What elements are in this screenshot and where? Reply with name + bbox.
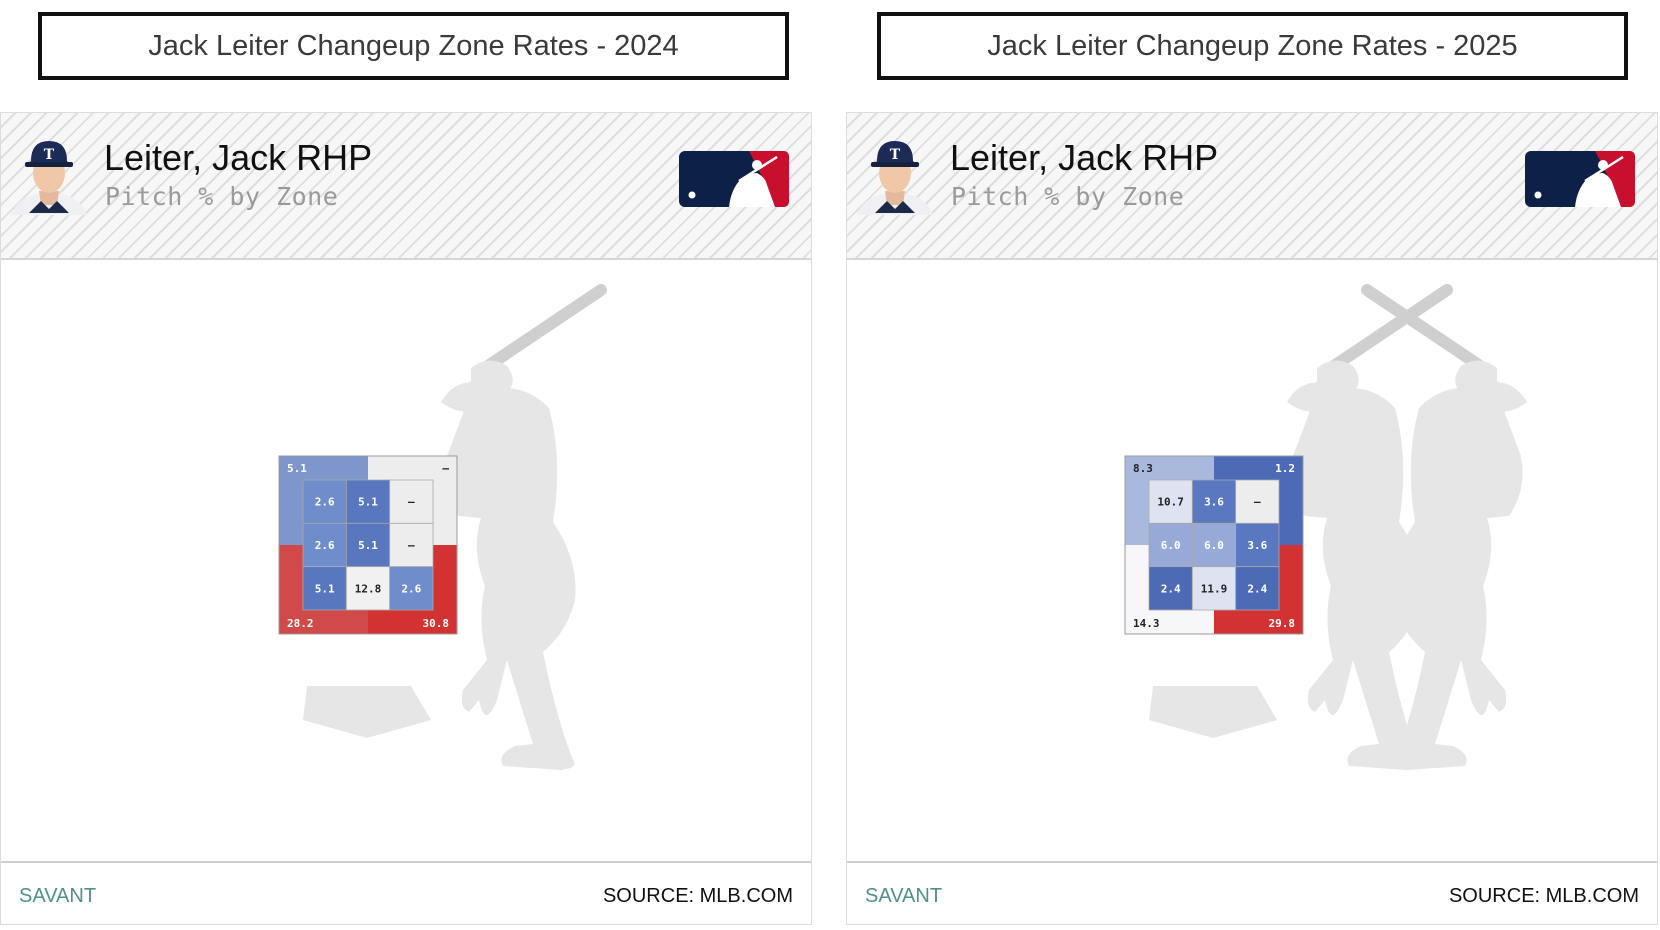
source-label: SOURCE: MLB.COM bbox=[1448, 885, 1639, 907]
zone-chart-2024: 5.1 — 28.2 30.8 2.6 5.1 — 2.6 5.1 — 5.1 12.8 2.6 bbox=[278, 284, 607, 770]
outer-zone-label-bottom-right: 30.8 bbox=[423, 617, 450, 630]
card-subtitle: Pitch % by Zone bbox=[951, 182, 1185, 211]
strike-zone-grid: 5.1 — 28.2 30.8 2.6 5.1 — 2.6 5.1 — 5.1 12.8 2.6 bbox=[278, 455, 458, 635]
outer-zone-label-top-right: — bbox=[442, 462, 449, 475]
zone-card-2025: T Leiter, Jack RHP Pitch % by Zone 8.3 1.… bbox=[846, 112, 1658, 925]
zone-chart-2025: 8.3 1.2 14.3 29.8 10.7 3.6 — 6.0 6.0 3.6 2.4 11.9 2.… bbox=[1124, 284, 1527, 770]
zone-cell-label: — bbox=[408, 539, 415, 552]
zone-cell-label: 11.9 bbox=[1201, 582, 1228, 595]
zone-cell-label: — bbox=[408, 496, 415, 509]
zone-cell-label: 6.0 bbox=[1204, 539, 1224, 552]
bat-icon bbox=[1319, 284, 1453, 378]
player-name: Leiter, Jack RHP bbox=[104, 137, 373, 178]
zone-stage: 5.1 — 28.2 30.8 2.6 5.1 — 2.6 5.1 — 5.1 12.8 2.6 bbox=[1, 260, 811, 924]
player-name: Leiter, Jack RHP bbox=[950, 137, 1219, 178]
source-label: SOURCE: MLB.COM bbox=[602, 885, 793, 907]
outer-zone-border bbox=[1124, 455, 1304, 635]
savant-link[interactable]: SAVANT bbox=[865, 885, 943, 907]
zone-cell-label: 2.4 bbox=[1161, 582, 1181, 595]
zone-cell bbox=[1235, 566, 1280, 611]
svg-text:T: T bbox=[890, 147, 901, 163]
zone-cell-label: 10.7 bbox=[1157, 496, 1184, 509]
strike-zone-grid: 8.3 1.2 14.3 29.8 10.7 3.6 — 6.0 6.0 3.6 2.4 11.9 2.… bbox=[1124, 455, 1304, 635]
card-subtitle: Pitch % by Zone bbox=[105, 182, 339, 211]
outer-zone-label-bottom-right: 29.8 bbox=[1269, 617, 1296, 630]
mlb-logo-icon bbox=[1525, 151, 1635, 207]
outer-zone-label-top-left: 5.1 bbox=[287, 462, 307, 475]
outer-zone-label-bottom-left: 28.2 bbox=[287, 617, 314, 630]
outer-zone-label-top-right: 1.2 bbox=[1275, 462, 1295, 475]
card-footer: SAVANT SOURCE: MLB.COM bbox=[1, 861, 811, 924]
outer-zone-label-bottom-left: 14.3 bbox=[1133, 617, 1160, 630]
zone-cell-label: — bbox=[1254, 496, 1261, 509]
zone-cell bbox=[302, 479, 347, 524]
card-header: T Leiter, Jack RHP Pitch % by Zone bbox=[1, 113, 811, 260]
zone-cell bbox=[389, 566, 434, 611]
zone-stage: 8.3 1.2 14.3 29.8 10.7 3.6 — 6.0 6.0 3.6 2.4 11.9 2.… bbox=[847, 260, 1657, 924]
zone-cell bbox=[345, 566, 391, 611]
zone-cell-label: 5.1 bbox=[358, 539, 378, 552]
home-plate-icon bbox=[303, 686, 431, 738]
batter-body-icon bbox=[1392, 387, 1523, 770]
zone-cell bbox=[1191, 566, 1237, 611]
zone-cell bbox=[345, 479, 391, 524]
outer-zone-border bbox=[278, 455, 458, 635]
batter-silhouette-left bbox=[1361, 284, 1527, 770]
zone-cell bbox=[1148, 479, 1193, 524]
zone-cell bbox=[1148, 566, 1193, 611]
zone-cell bbox=[302, 522, 347, 568]
batter-body-icon bbox=[1291, 387, 1422, 770]
savant-link[interactable]: SAVANT bbox=[19, 885, 97, 907]
bat-icon bbox=[1361, 284, 1495, 378]
card-header: T Leiter, Jack RHP Pitch % by Zone bbox=[847, 113, 1657, 260]
zone-cell-label: 2.6 bbox=[401, 582, 421, 595]
zone-cell bbox=[389, 522, 434, 568]
svg-text:T: T bbox=[44, 147, 55, 163]
zone-cell-label: 3.6 bbox=[1247, 539, 1267, 552]
chart-title-2025: Jack Leiter Changeup Zone Rates - 2025 bbox=[877, 12, 1628, 80]
chart-title-2024: Jack Leiter Changeup Zone Rates - 2024 bbox=[38, 12, 789, 80]
card-footer: SAVANT SOURCE: MLB.COM bbox=[847, 861, 1657, 924]
batter-body-icon bbox=[445, 387, 576, 770]
mlb-logo-icon bbox=[679, 151, 789, 207]
zone-card-2024: T Leiter, Jack RHP Pitch % by Zone 5.1 — 2… bbox=[0, 112, 812, 925]
zone-cell-label: 2.6 bbox=[315, 539, 335, 552]
zone-cell bbox=[302, 566, 347, 611]
zone-cell-label: 5.1 bbox=[315, 582, 335, 595]
outer-zone-label-top-left: 8.3 bbox=[1133, 462, 1153, 475]
player-avatar: T bbox=[11, 141, 87, 215]
batter-silhouette-right bbox=[441, 284, 607, 770]
zone-cell bbox=[1235, 479, 1280, 524]
batter-silhouette-right bbox=[1287, 284, 1453, 770]
zone-cell-label: 2.4 bbox=[1247, 582, 1267, 595]
zone-cell-label: 2.6 bbox=[315, 496, 335, 509]
player-avatar: T bbox=[857, 141, 933, 215]
zone-cell bbox=[1191, 522, 1237, 568]
zone-cell-label: 6.0 bbox=[1161, 539, 1181, 552]
home-plate-icon bbox=[1149, 686, 1277, 738]
zone-cell-label: 5.1 bbox=[358, 496, 378, 509]
bat-icon bbox=[473, 284, 607, 378]
zone-cell-label: 3.6 bbox=[1204, 496, 1224, 509]
zone-cell bbox=[389, 479, 434, 524]
zone-cell-label: 12.8 bbox=[355, 582, 382, 595]
zone-cell bbox=[1148, 522, 1193, 568]
zone-cell bbox=[1191, 479, 1237, 524]
